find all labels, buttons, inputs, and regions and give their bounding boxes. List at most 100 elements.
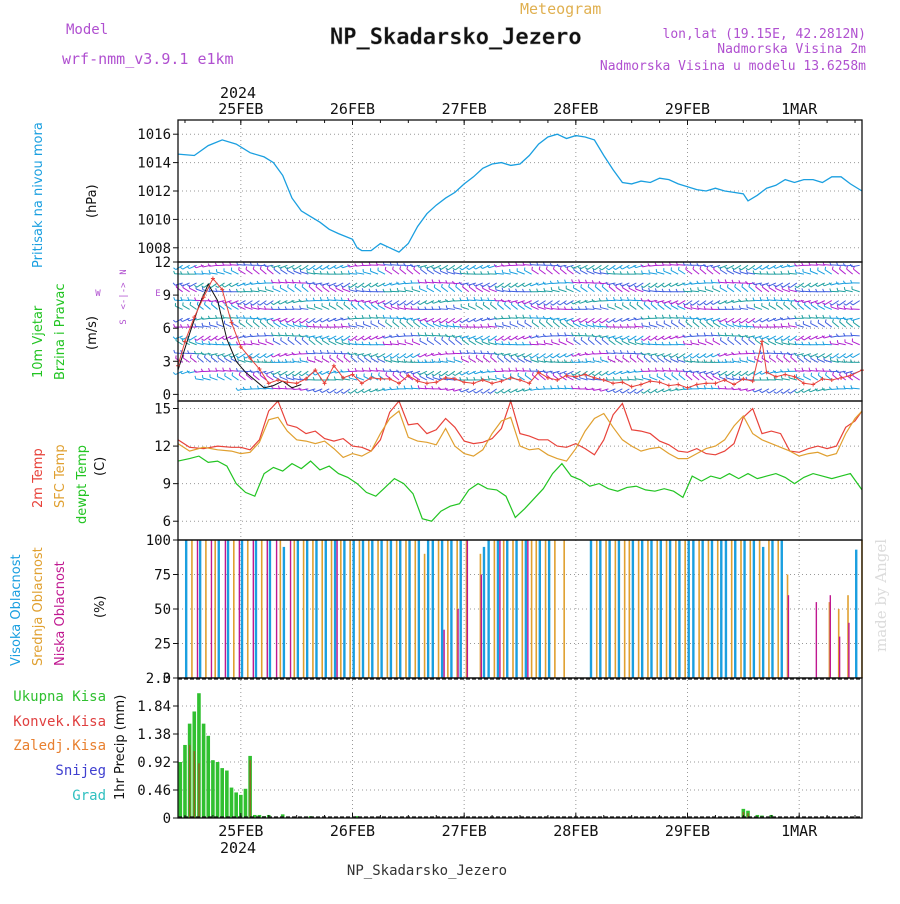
wind-barb xyxy=(749,340,755,345)
wind-barb xyxy=(602,340,608,345)
wind-barb-tip xyxy=(662,338,664,340)
wind-barb-tip xyxy=(498,354,499,357)
high-cloud-bar xyxy=(371,540,373,678)
wind-barb-tip xyxy=(669,302,671,304)
wind-barb-tip xyxy=(777,355,778,358)
wind-barb-tip xyxy=(532,267,533,270)
station-title: NP_Skadarsko_Jezero xyxy=(330,25,582,50)
wind-barb-tip xyxy=(376,368,377,371)
wind-barb xyxy=(315,307,323,310)
wind-barb xyxy=(608,359,615,362)
wind-barb xyxy=(838,343,846,345)
wind-barb-tip xyxy=(292,280,293,283)
wind-barb xyxy=(650,389,657,393)
wind-barb xyxy=(309,287,315,292)
wind-barb-tip xyxy=(760,391,762,393)
mid-cloud-bar xyxy=(750,540,752,678)
mid-cloud-bar xyxy=(615,540,617,678)
wind-barb xyxy=(628,379,636,380)
mid-cloud-bar xyxy=(647,540,649,678)
wind-barb-tip xyxy=(802,368,803,371)
wind-barb xyxy=(273,376,280,380)
wind-barb xyxy=(309,340,315,345)
mid-cloud-bar xyxy=(759,540,761,678)
wind-barb-tip xyxy=(809,315,810,318)
wind-barb xyxy=(553,269,559,274)
pressure-axis-unit: (hPa) xyxy=(85,184,100,218)
wind-barb-tip xyxy=(662,285,664,287)
wind-barb xyxy=(742,340,748,345)
wind-barb-tip xyxy=(550,304,552,306)
wind-barb xyxy=(517,271,524,274)
wind-barb-tip xyxy=(292,306,293,309)
wind-barb-tip xyxy=(237,315,238,318)
high-cloud-bar xyxy=(669,540,671,678)
wind-barb-tip xyxy=(704,333,705,336)
wind-barb-tip xyxy=(288,337,289,340)
mid-cloud-bar xyxy=(405,540,407,678)
wind-speed-marker xyxy=(783,373,787,377)
wind-barb xyxy=(650,377,657,380)
high-cloud-bar xyxy=(525,540,527,678)
wind-barb xyxy=(225,305,232,310)
wind-barb-tip xyxy=(208,353,210,356)
wind-barb-tip xyxy=(239,319,240,322)
wind-barb-tip xyxy=(578,267,580,269)
wind-barb xyxy=(272,335,280,336)
wind-barb-tip xyxy=(188,377,189,380)
low-cloud-bar xyxy=(253,540,254,678)
wind-barb-tip xyxy=(697,356,699,358)
wind-barb-tip xyxy=(837,304,839,306)
wind-barb-tip xyxy=(606,282,608,285)
wind-barb-tip xyxy=(285,267,287,269)
wind-barb-tip xyxy=(837,359,838,362)
wind-barb xyxy=(176,341,183,345)
wind-barb-tip xyxy=(194,339,196,341)
wind-barb-tip xyxy=(718,320,720,322)
wind-barb-tip xyxy=(195,297,196,300)
wind-barb-tip xyxy=(466,320,468,322)
wind-barb-tip xyxy=(473,284,475,286)
wind-barb-tip xyxy=(627,350,628,353)
high-cloud-bar xyxy=(306,540,308,678)
low-cloud-bar xyxy=(467,540,468,678)
pressure-tick-label: 1012 xyxy=(137,184,171,200)
high-cloud-bar xyxy=(199,540,201,678)
wind-barb xyxy=(419,335,427,336)
wind-barb xyxy=(503,273,511,274)
wind-barb-tip xyxy=(180,338,182,340)
wind-barb xyxy=(231,265,239,266)
wind-barb-tip xyxy=(579,333,580,336)
wind-barb-tip xyxy=(407,266,408,269)
wind-barb-tip xyxy=(299,321,301,323)
wind-barb xyxy=(664,358,671,362)
wind-barb xyxy=(803,324,810,327)
wind-barb xyxy=(580,270,587,274)
high-cloud-bar xyxy=(432,540,434,678)
high-cloud-bar xyxy=(641,540,643,678)
total-precip-bar xyxy=(202,724,206,818)
wind-barb-tip xyxy=(655,286,657,288)
wind-barb xyxy=(840,269,846,274)
wind-barb xyxy=(728,340,734,345)
wind-barb-tip xyxy=(337,302,338,305)
wind-barb xyxy=(239,322,245,327)
mid-cloud-bar xyxy=(740,540,742,678)
wind-barb xyxy=(253,322,259,327)
wind-barb-tip xyxy=(522,302,524,304)
wind-barb xyxy=(463,287,469,292)
wind-barb xyxy=(615,306,622,309)
wind-barb-tip xyxy=(844,386,845,389)
wind-barb-tip xyxy=(718,332,719,335)
wind-barb-tip xyxy=(501,299,502,302)
wind-barb xyxy=(644,357,650,362)
wind-barb-tip xyxy=(742,337,743,340)
wind-barb-tip xyxy=(585,280,586,283)
wind-barb-tip xyxy=(334,324,335,327)
wind-barb-tip xyxy=(767,391,769,393)
wind-barb-tip xyxy=(525,320,526,323)
wind-barb xyxy=(756,287,762,292)
wind-barb xyxy=(498,304,504,309)
data-layer xyxy=(173,134,864,818)
elevation-text: Nadmorska Visina 2m xyxy=(717,42,866,57)
